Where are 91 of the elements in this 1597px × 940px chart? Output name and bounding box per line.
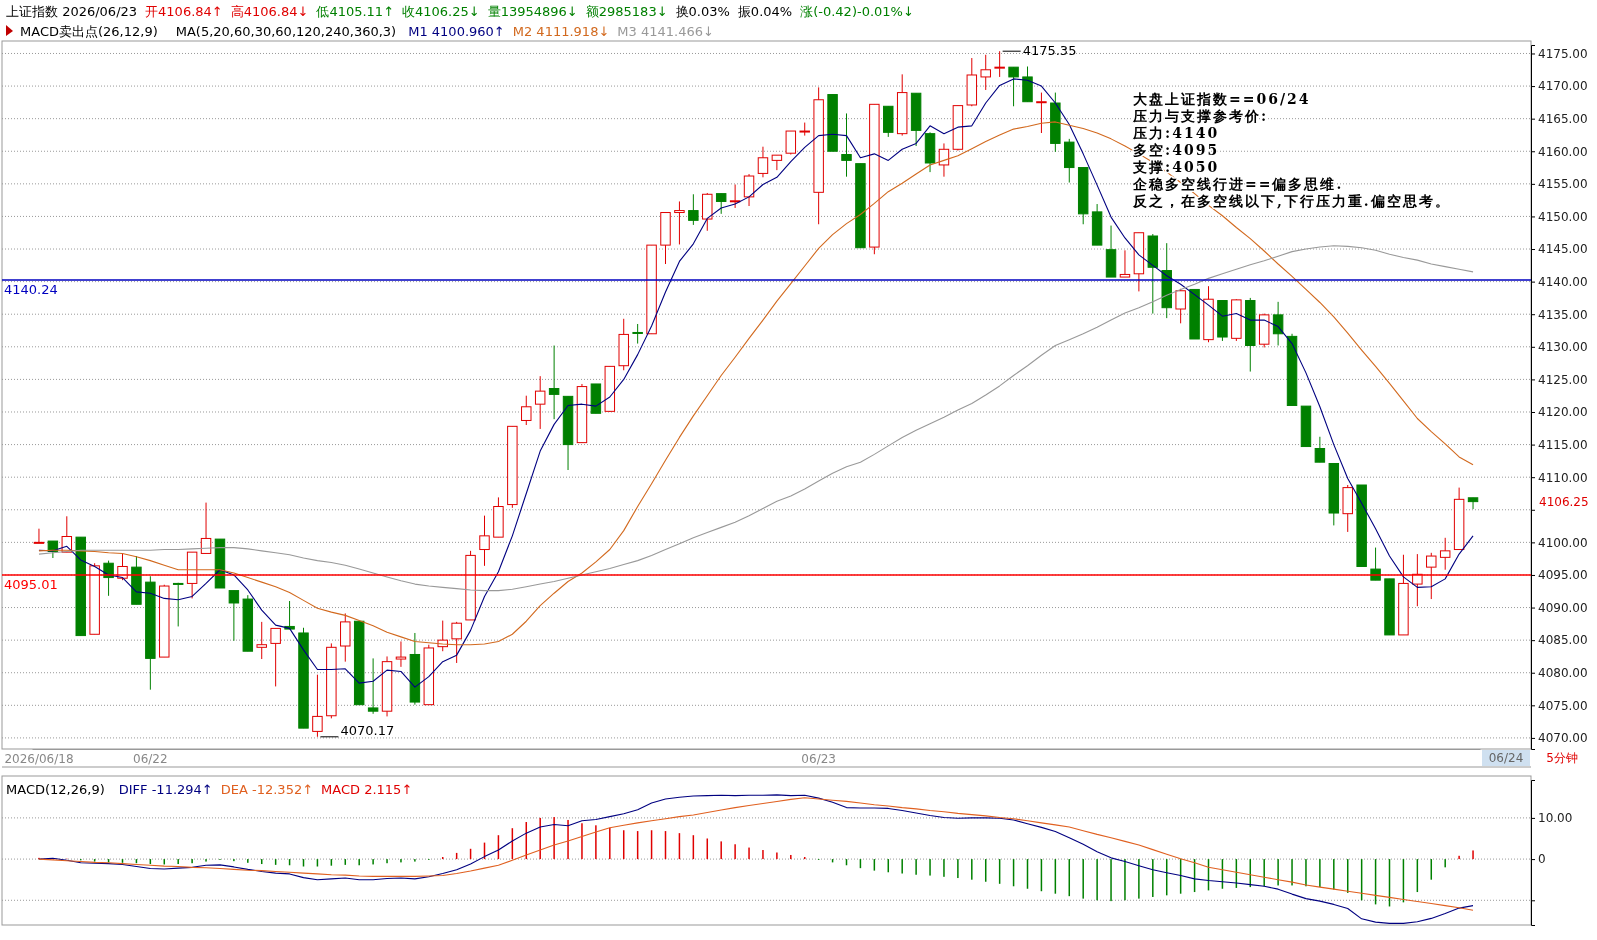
candlestick <box>172 582 184 627</box>
candlestick <box>980 54 991 91</box>
candlestick <box>743 173 755 207</box>
chart-subtitle: MA(5,20,60,30,60,120,240,360,3) <box>175 24 397 39</box>
candlestick <box>841 112 852 178</box>
candlestick <box>1008 66 1019 107</box>
text: MACD 2.115↑ <box>321 782 413 797</box>
candlestick <box>1119 249 1131 278</box>
annotation: 压力与支撑参考价: <box>1132 108 1269 124</box>
candlestick <box>270 627 281 687</box>
text: 换0.03% <box>675 4 730 19</box>
candlestick <box>632 323 643 345</box>
ref-line-label: 4140.24 <box>4 282 58 298</box>
y-tick-label: 4135.00 <box>1538 307 1588 322</box>
text: M3 4141.466↓ <box>617 24 714 39</box>
annotation: 4175.35 <box>1022 43 1077 59</box>
y-tick-label: 4155.00 <box>1538 177 1588 192</box>
y-tick-label: 10.00 <box>1538 811 1573 826</box>
text: 06/24 <box>1488 751 1524 765</box>
annotation: 支撑:4050 <box>1132 159 1220 175</box>
candlestick <box>785 130 797 156</box>
ref-line-label: 4095.01 <box>4 576 58 592</box>
y-tick-label: 4100.00 <box>1538 535 1588 550</box>
text: 5分钟 <box>1546 751 1578 765</box>
candlestick <box>688 193 699 226</box>
y-tick-label: 4165.00 <box>1538 112 1588 126</box>
candlestick <box>534 375 546 430</box>
x-tick-label: 06/23 <box>801 751 836 766</box>
y-tick-label: 4140.00 <box>1538 274 1588 289</box>
candlestick <box>1439 537 1451 571</box>
candlestick <box>367 657 379 715</box>
candlestick <box>715 193 727 215</box>
candlestick <box>451 621 462 664</box>
candlestick <box>1426 552 1437 600</box>
annotation: 4070.17 <box>340 722 395 738</box>
annotation: 压力:4140 <box>1132 125 1220 141</box>
candlestick <box>1467 497 1479 510</box>
text: M2 4111.918↓ <box>512 24 610 39</box>
candlestick <box>757 146 769 178</box>
text: DEA -12.352↑ <box>220 782 314 797</box>
candlestick <box>521 395 532 426</box>
candlestick <box>312 674 323 738</box>
y-tick-label: 4175.00 <box>1538 46 1588 61</box>
text: MACD卖出点(26,12,9) <box>20 24 158 39</box>
candlestick <box>256 621 267 660</box>
text: DIFF -11.294↑ <box>118 782 213 797</box>
chart-title: 上证指数 2026/06/23 <box>6 4 138 19</box>
y-tick-label: 4110.00 <box>1538 470 1588 485</box>
annotation: 多空:4095 <box>1133 142 1220 158</box>
x-tick-label: 2026/06/18 <box>4 751 74 766</box>
y-tick-label: 4130.00 <box>1538 340 1588 355</box>
y-tick-label: 4090.00 <box>1538 600 1588 615</box>
y-tick-label: 4085.00 <box>1538 633 1588 648</box>
text: 低4105.11↑ <box>316 4 395 19</box>
y-tick-label: 4125.00 <box>1538 372 1588 387</box>
candlestick <box>729 184 741 209</box>
text: 高4106.84↓ <box>230 4 309 19</box>
y-tick-label: 4170.00 <box>1538 79 1588 94</box>
text: 振0.04% <box>737 4 793 19</box>
candlestick <box>33 528 45 544</box>
y-tick-label: 4115.00 <box>1538 437 1588 452</box>
text: 收4106.25↓ <box>402 4 480 19</box>
y-tick-label: 4160.00 <box>1538 144 1588 159</box>
annotation: 企稳多空线行进==偏多思维. <box>1132 176 1344 192</box>
candlestick <box>1036 92 1047 134</box>
text: 涨(-0.42)-0.01%↓ <box>800 4 914 19</box>
x-tick-label: 06/22 <box>133 751 168 766</box>
text: 量13954896↓ <box>487 4 578 19</box>
annotation: 大盘上证指数==06/24 <box>1133 91 1311 107</box>
candlestick <box>674 200 685 245</box>
y-tick-label: 4120.00 <box>1538 405 1588 420</box>
candlestick <box>548 345 560 420</box>
candlestick <box>1175 288 1186 324</box>
y-tick-label: 4075.00 <box>1538 698 1588 713</box>
candlestick <box>479 515 490 567</box>
y-tick-label: 4150.00 <box>1538 209 1588 224</box>
y-tick-label: 4070.00 <box>1538 731 1588 746</box>
candlestick <box>1314 436 1326 463</box>
text: 开4106.84↑ <box>145 4 223 19</box>
candlestick <box>771 154 783 171</box>
candlestick <box>395 640 407 668</box>
text: 4106.25 <box>1539 494 1589 509</box>
candlestick <box>228 590 240 642</box>
text: 额2985183↓ <box>585 4 668 19</box>
y-tick-label: 4095.00 <box>1538 568 1588 583</box>
y-tick-label: 0 <box>1538 852 1546 867</box>
y-tick-label: 4080.00 <box>1538 666 1588 681</box>
chart-title: MACD(12,26,9) <box>6 782 105 797</box>
candlestick <box>994 50 1005 78</box>
text: M1 4100.960↑ <box>408 24 505 39</box>
y-tick-label: 4145.00 <box>1538 242 1588 257</box>
